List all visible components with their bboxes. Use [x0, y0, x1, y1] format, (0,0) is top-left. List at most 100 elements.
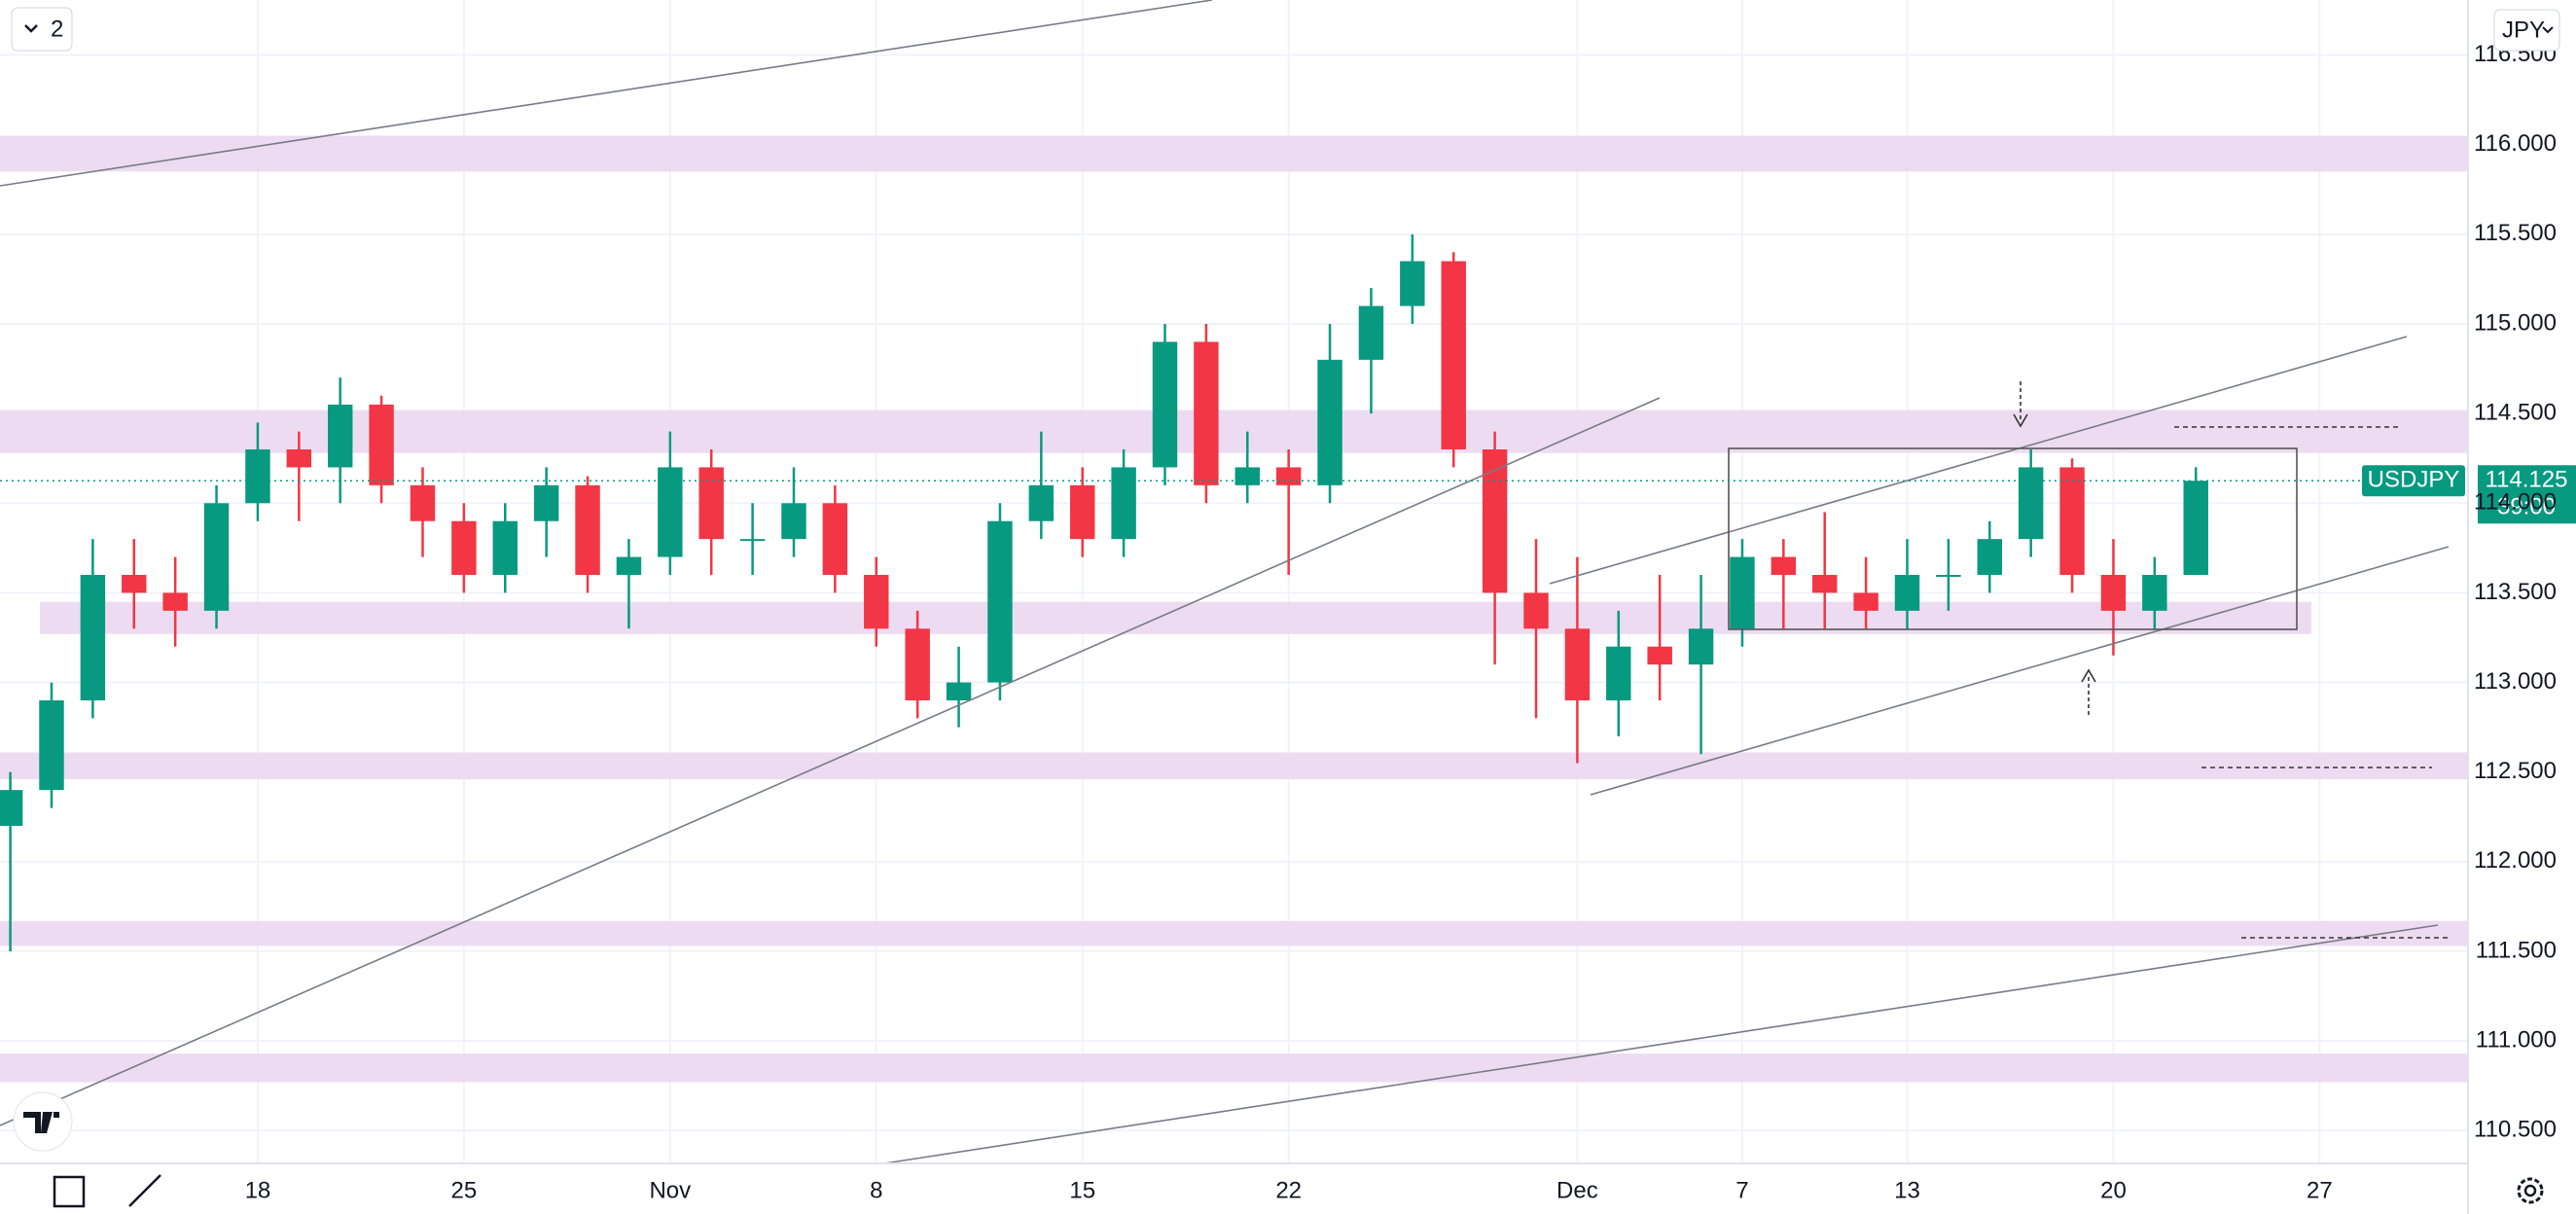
- tool-line[interactable]: [128, 1174, 161, 1207]
- gear-hub: [2523, 1184, 2537, 1197]
- candle-body: [2059, 467, 2085, 575]
- candle-body: [1152, 341, 1178, 468]
- layout-count: 2: [51, 16, 63, 42]
- x-tick-label: Nov: [649, 1177, 691, 1203]
- tv-logo[interactable]: [13, 1091, 73, 1152]
- x-tick-label: 7: [1735, 1177, 1748, 1203]
- candle-body: [2142, 574, 2167, 611]
- x-tick-label: 13: [1894, 1177, 1920, 1203]
- arrow-head: [2013, 413, 2028, 428]
- zones: [0, 135, 2468, 1083]
- candle-body: [616, 556, 642, 575]
- layout-button[interactable]: 2: [11, 7, 73, 52]
- y-tick-label: 113.500: [2474, 579, 2557, 605]
- candle-body: [1111, 467, 1136, 540]
- tool-rectangle[interactable]: [53, 1175, 86, 1208]
- last-price: 114.125: [2486, 467, 2568, 493]
- candle-body: [864, 574, 889, 629]
- candle-body: [80, 574, 106, 700]
- candle-body: [987, 520, 1013, 683]
- x-tick-label: Dec: [1556, 1177, 1598, 1203]
- button-frame[interactable]: [11, 7, 73, 52]
- trend-line: [0, 0, 1213, 187]
- candle-body: [533, 484, 559, 521]
- candle-body: [122, 574, 147, 593]
- arrow-head: [2081, 668, 2096, 683]
- candle-body: [698, 467, 724, 540]
- settings[interactable]: [2517, 1177, 2544, 1204]
- zone: [0, 920, 2468, 946]
- x-tick-label: 8: [870, 1177, 882, 1203]
- candle-body: [946, 682, 972, 700]
- range-box: [1728, 447, 2298, 630]
- logo-mark: [23, 1112, 59, 1133]
- candle-body: [1977, 539, 2003, 575]
- y-tick-label: 115.000: [2474, 309, 2557, 336]
- x-tick-label: 18: [245, 1177, 271, 1203]
- x-axis: 18 25 Nov 8 15 22 Dec 7 13 20 27: [245, 1177, 2333, 1203]
- y-tick-label: 115.500: [2474, 220, 2557, 246]
- candle-body: [781, 503, 806, 540]
- trend-line: [1549, 336, 2408, 585]
- gear-icon[interactable]: [2517, 1177, 2544, 1204]
- tool-icon[interactable]: [53, 1175, 86, 1208]
- candle-body: [1812, 574, 1838, 593]
- x-tick-label: 25: [451, 1177, 478, 1203]
- candle-body: [1358, 305, 1384, 360]
- candle-body: [575, 484, 600, 575]
- candle-body: [1688, 628, 1714, 665]
- candle-body: [369, 404, 394, 485]
- candle-body: [1028, 484, 1055, 521]
- y-tick-label: 114.000: [2474, 489, 2557, 516]
- candle-body: [492, 520, 518, 575]
- y-tick-label: 112.500: [2474, 758, 2557, 784]
- candle-body: [2183, 481, 2208, 575]
- zone: [0, 1053, 2468, 1083]
- tool-icon[interactable]: [128, 1174, 161, 1207]
- currency-button[interactable]: JPY: [2493, 9, 2560, 52]
- candle-body: [1606, 646, 1631, 700]
- x-tick-label: 22: [1275, 1177, 1302, 1203]
- y-tick-label: 110.500: [2474, 1117, 2557, 1143]
- candle-body: [410, 484, 436, 521]
- x-tick-label: 27: [2307, 1177, 2333, 1203]
- candle-body: [39, 699, 64, 791]
- candle-body: [1730, 556, 1755, 629]
- symbol-name: USDJPY: [2368, 467, 2460, 493]
- candle-body: [822, 503, 848, 575]
- x-tick-label: 15: [1069, 1177, 1095, 1203]
- trend-line: [1590, 546, 2450, 796]
- chevron: [24, 24, 38, 33]
- symbol-tag: [2362, 465, 2465, 497]
- button-frame[interactable]: [2493, 9, 2560, 52]
- candle-body: [1070, 484, 1095, 540]
- candle-body: [0, 790, 23, 826]
- candle-body: [286, 448, 312, 468]
- candle-body: [658, 467, 683, 557]
- candle-body: [1400, 261, 1425, 306]
- candle-body: [739, 539, 766, 542]
- candle-body: [327, 404, 353, 468]
- candles: [0, 233, 2208, 951]
- candle-body: [451, 520, 477, 575]
- x-tick-label: 20: [2100, 1177, 2127, 1203]
- candle-body: [1647, 646, 1672, 665]
- candle-body: [1771, 556, 1797, 575]
- tool-panel: [0, 1164, 184, 1214]
- price-label: [2478, 465, 2576, 524]
- candle-body: [1523, 592, 1549, 629]
- candle-body: [1853, 592, 1878, 611]
- y-tick-label: 114.500: [2474, 399, 2557, 425]
- candle-body: [2018, 467, 2044, 540]
- candle-body: [1936, 574, 1961, 577]
- candle-body: [2100, 574, 2127, 611]
- trend-line: [0, 397, 1661, 1126]
- candle-body: [1234, 467, 1260, 485]
- zone: [0, 752, 2468, 780]
- candle-body: [245, 448, 270, 504]
- candle-body: [1441, 261, 1466, 449]
- y-axis: 110.500 111.000 111.500 112.000 112.500 113.0…: [2474, 41, 2557, 1143]
